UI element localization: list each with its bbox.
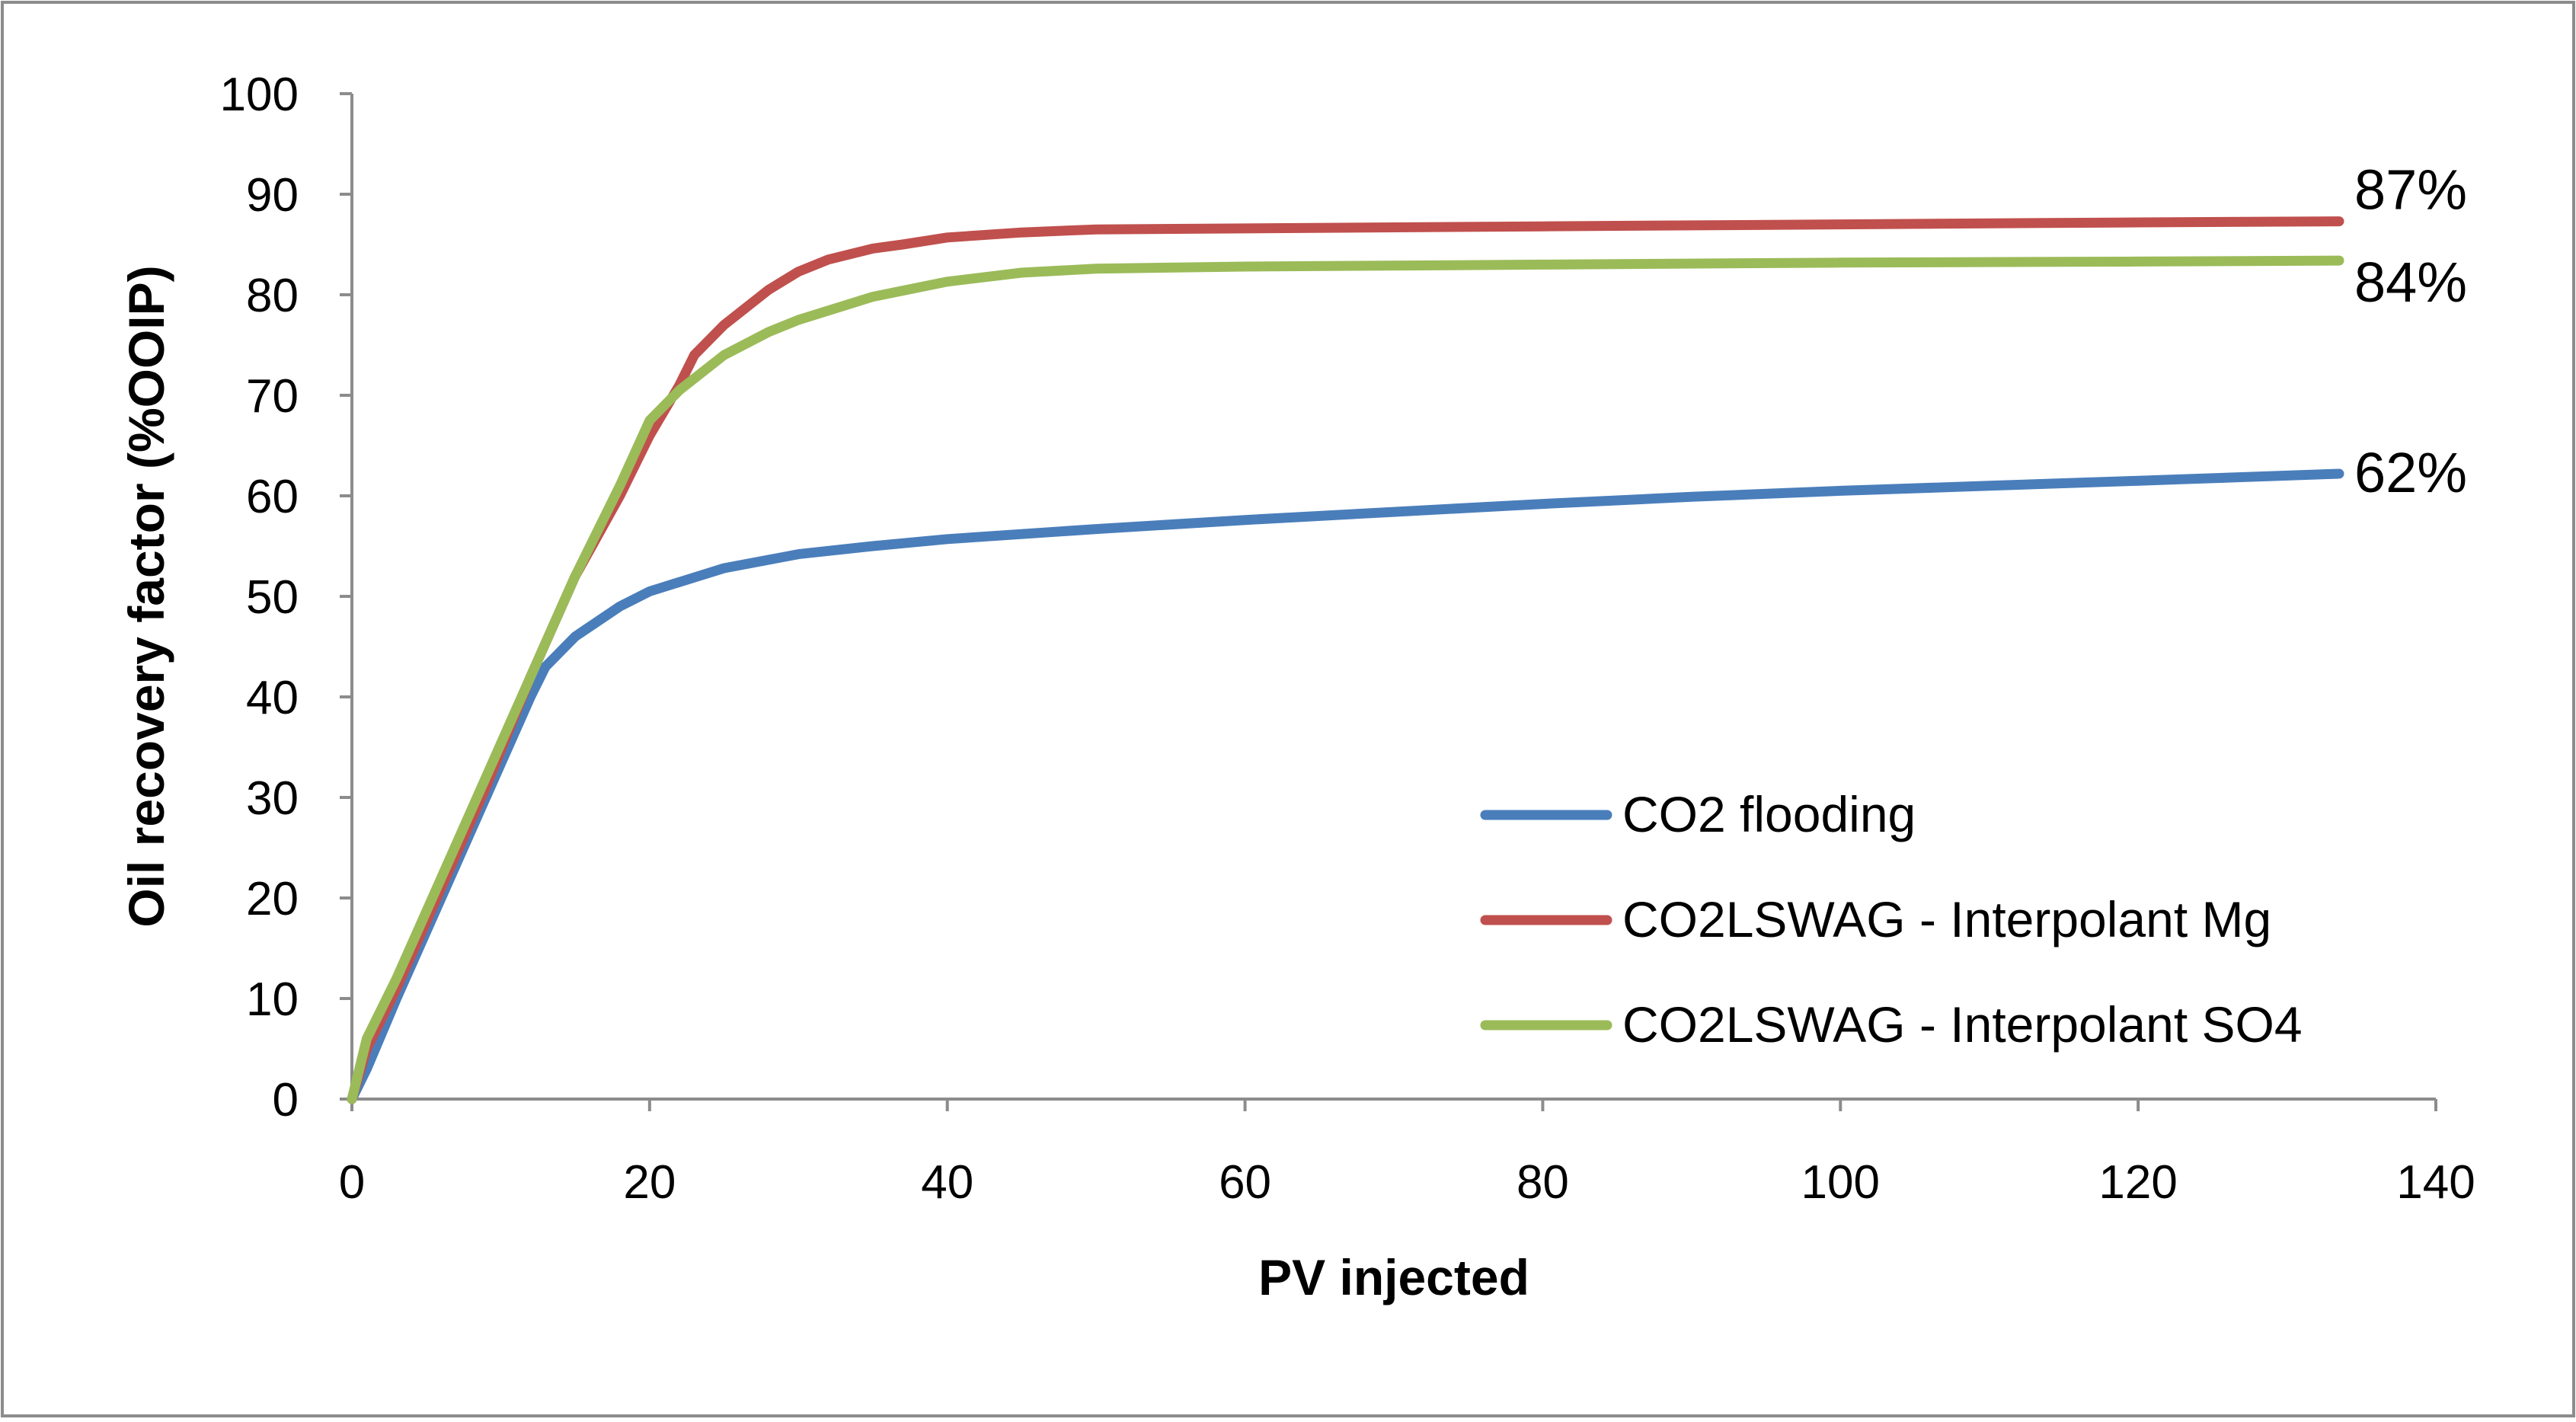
- legend-label-3: CO2LSWAG - Interpolant SO4: [1622, 996, 2303, 1053]
- x-tick-label: 140: [2396, 1156, 2475, 1209]
- x-tick-label: 0: [339, 1156, 365, 1209]
- y-tick-label: 10: [246, 973, 299, 1026]
- y-tick-label: 40: [246, 672, 299, 724]
- legend-label-2: CO2LSWAG - Interpolant Mg: [1622, 891, 2271, 947]
- data-label-1: 62%: [2354, 441, 2467, 504]
- y-tick-label: 50: [246, 571, 299, 624]
- y-tick-label: 70: [246, 370, 299, 423]
- x-tick-label: 60: [1219, 1156, 1271, 1209]
- x-tick-label: 40: [921, 1156, 973, 1209]
- y-tick-label: 0: [273, 1074, 299, 1126]
- x-tick-label: 20: [623, 1156, 676, 1209]
- x-tick-label: 80: [1517, 1156, 1569, 1209]
- y-tick-label: 30: [246, 772, 299, 825]
- legend-label-1: CO2 flooding: [1622, 786, 1916, 842]
- data-label-3: 84%: [2354, 251, 2467, 314]
- y-tick-label: 100: [220, 69, 299, 121]
- x-tick-label: 120: [2098, 1156, 2177, 1209]
- y-tick-label: 90: [246, 169, 299, 222]
- x-axis-title: PV injected: [1258, 1249, 1529, 1305]
- y-tick-label: 80: [246, 270, 299, 322]
- data-label-2: 87%: [2354, 158, 2467, 222]
- y-tick-label: 20: [246, 873, 299, 925]
- x-tick-label: 100: [1801, 1156, 1880, 1209]
- y-axis-title: Oil recovery factor (%OOIP): [118, 265, 174, 927]
- y-tick-label: 60: [246, 471, 299, 523]
